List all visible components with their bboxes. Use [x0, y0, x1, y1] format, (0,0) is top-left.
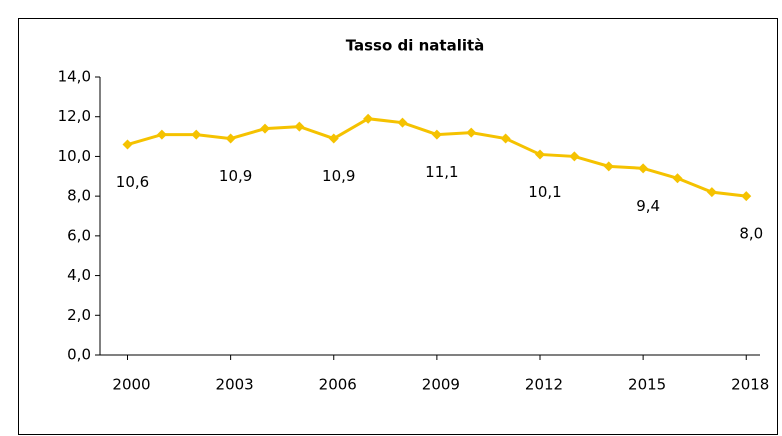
- data-point: [122, 139, 133, 150]
- data-point: [397, 117, 408, 128]
- x-tick-label: 2012: [525, 376, 563, 394]
- y-tick-label: 2,0: [67, 306, 91, 324]
- data-point: [569, 151, 580, 162]
- y-tick-label: 14,0: [58, 68, 91, 86]
- chart-border: [18, 18, 778, 435]
- data-point: [156, 129, 167, 140]
- x-tick-label: 2000: [112, 376, 150, 394]
- data-point: [363, 113, 374, 124]
- data-label: 10,9: [322, 167, 355, 185]
- data-point: [191, 129, 202, 140]
- data-point: [294, 121, 305, 132]
- y-tick-label: 8,0: [67, 187, 91, 205]
- x-tick-label: 2003: [216, 376, 254, 394]
- x-tick-label: 2015: [628, 376, 666, 394]
- data-label: 11,1: [425, 163, 458, 181]
- data-point: [260, 123, 270, 134]
- data-label: 10,1: [528, 183, 561, 201]
- y-tick-label: 10,0: [58, 147, 91, 165]
- data-point: [431, 129, 442, 140]
- data-point: [672, 173, 683, 184]
- data-point: [225, 133, 236, 144]
- x-tick-label: 2009: [422, 376, 460, 394]
- chart-title: Tasso di natalità: [346, 37, 485, 55]
- y-tick-label: 6,0: [67, 226, 91, 244]
- data-point: [706, 187, 717, 198]
- data-label: 10,9: [219, 167, 252, 185]
- data-point: [638, 163, 649, 174]
- x-tick-label: 2006: [319, 376, 357, 394]
- data-point: [466, 127, 477, 138]
- y-tick-label: 12,0: [58, 107, 91, 125]
- data-label: 9,4: [636, 197, 660, 215]
- data-label: 10,6: [116, 173, 149, 191]
- data-point: [741, 191, 752, 202]
- y-tick-label: 4,0: [67, 266, 91, 284]
- y-tick-label: 0,0: [67, 346, 91, 364]
- data-point: [500, 133, 511, 144]
- data-label: 8,0: [739, 225, 763, 243]
- data-point: [535, 149, 545, 160]
- x-tick-label: 2018: [731, 376, 769, 394]
- data-point: [328, 133, 339, 144]
- data-point: [603, 161, 614, 172]
